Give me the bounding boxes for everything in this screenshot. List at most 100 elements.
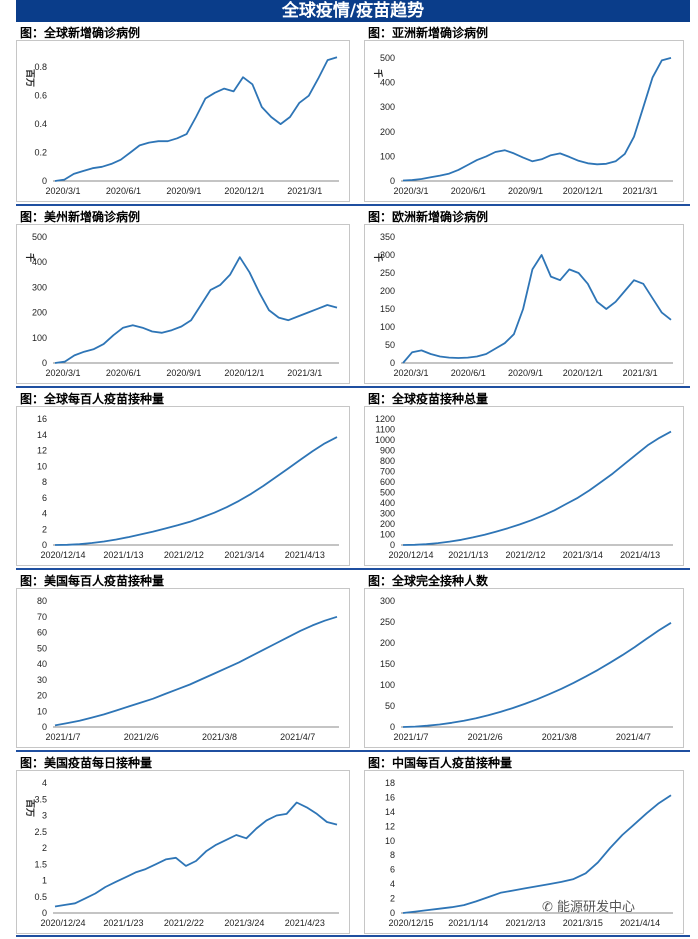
x-tick-label: 2020/12/14 <box>40 550 85 560</box>
y-tick-label: 70 <box>37 612 47 622</box>
y-tick-label: 18 <box>385 778 395 788</box>
x-tick-label: 2020/6/1 <box>106 368 141 378</box>
series-line <box>54 56 338 182</box>
line-chart-svg: 0 10 20 30 40 50 60 70 80 2021/1/7 2021/2/6 2021/3/… <box>37 596 339 742</box>
y-tick-label: 300 <box>32 282 47 292</box>
line-chart-svg: 千 0 100 200 300 400 500 2020/3/1 2020/6/1 2020/9/… <box>372 53 673 196</box>
y-axis-unit-label: 千 <box>24 253 36 262</box>
x-tick-label: 2021/3/1 <box>623 368 658 378</box>
x-tick-label: 2021/1/14 <box>448 918 488 928</box>
chart-panel-c2: 图：亚洲新增确诊病例千 0 100 200 300 400 500 2020/3/1 2020/… <box>364 24 690 202</box>
x-tick-label: 2020/12/14 <box>388 550 433 560</box>
y-tick-label: 14 <box>37 430 47 440</box>
y-tick-label: 20 <box>37 691 47 701</box>
y-tick-label: 0.2 <box>34 148 47 158</box>
line-chart-svg: 百万 0 0.2 0.4 0.6 0.8 2020/3/1 2020/6/1 2020/9/1 2… <box>24 56 339 196</box>
y-tick-label: 0 <box>390 908 395 918</box>
x-tick-label: 2021/1/7 <box>45 732 80 742</box>
y-tick-label: 1100 <box>376 425 395 435</box>
chart-panel-c5: 图：全球每百人疫苗接种量 0 2 4 6 8 10 12 14 16 2020/12/14 2021/… <box>16 390 356 566</box>
x-tick-label: 2020/9/1 <box>508 368 543 378</box>
y-tick-label: 500 <box>32 232 47 242</box>
y-tick-label: 1 <box>42 876 47 886</box>
series-line <box>54 801 338 908</box>
y-tick-label: 0 <box>390 540 395 550</box>
y-tick-label: 250 <box>380 268 395 278</box>
line-chart-svg: 0100200300400500600700800900100011001200… <box>375 414 673 560</box>
y-tick-label: 60 <box>37 628 47 638</box>
x-tick-label: 2020/3/1 <box>45 368 80 378</box>
x-tick-label: 2021/4/13 <box>285 550 325 560</box>
series-line <box>54 256 338 364</box>
y-tick-label: 200 <box>380 286 395 296</box>
chart-title: 图：亚洲新增确诊病例 <box>368 26 489 40</box>
y-tick-label: 700 <box>380 467 395 477</box>
y-tick-label: 1200 <box>375 414 395 424</box>
y-tick-label: 200 <box>380 519 395 529</box>
x-tick-label: 2021/3/14 <box>563 550 603 560</box>
wechat-icon: ✆ <box>542 900 553 915</box>
y-tick-label: 14 <box>385 807 395 817</box>
x-tick-label: 2020/9/1 <box>166 186 201 196</box>
y-tick-label: 400 <box>32 257 47 267</box>
x-tick-label: 2021/3/8 <box>542 732 577 742</box>
chart-area: 千 0 50 100 150 200 250 300 350 2020/3/1 2020/6/1 20… <box>364 224 684 384</box>
y-tick-label: 30 <box>37 675 47 685</box>
y-tick-label: 200 <box>380 638 395 648</box>
y-tick-label: 200 <box>32 308 47 318</box>
x-tick-label: 2020/12/1 <box>224 368 264 378</box>
row-divider <box>16 935 690 937</box>
chart-title: 图：全球新增确诊病例 <box>20 26 141 40</box>
chart-panel-c6: 图：全球疫苗接种总量 0 100 200 300 400 500 600 700 800 900 10… <box>364 390 690 566</box>
y-tick-label: 50 <box>37 643 47 653</box>
x-tick-label: 2021/4/23 <box>285 918 325 928</box>
chart-panel-c1: 图：全球新增确诊病例 百万 0 0.2 0.4 0.6 0.8 2020/3/1 2020/6/… <box>16 24 356 202</box>
y-axis-unit-label: 千 <box>372 69 384 78</box>
x-tick-label: 2021/1/23 <box>103 918 143 928</box>
y-tick-label: 200 <box>380 127 395 137</box>
y-tick-label: 300 <box>380 596 395 606</box>
x-tick-label: 2020/12/15 <box>388 918 433 928</box>
x-tick-label: 2021/3/8 <box>202 732 237 742</box>
chart-title: 图：全球每百人疫苗接种量 <box>20 392 165 406</box>
line-chart-svg: 千 0 50 100 150 200 250 300 350 2020/3/1 2020/6/1 20… <box>372 232 673 378</box>
row-divider <box>16 568 690 570</box>
x-tick-label: 2021/3/14 <box>224 550 264 560</box>
y-tick-label: 4 <box>42 509 47 519</box>
y-tick-label: 4 <box>390 879 395 889</box>
x-tick-label: 2020/6/1 <box>451 186 486 196</box>
y-tick-label: 10 <box>385 836 395 846</box>
y-tick-label: 100 <box>380 151 395 161</box>
chart-area: 千 0 100 200 300 400 500 2020/3/1 2020/6/1 2020/9/… <box>364 40 684 202</box>
page-title: 全球疫情/疫苗趋势 <box>281 1 425 21</box>
row-divider <box>16 386 690 388</box>
chart-area: 0 50 100 150 200 250 300 2021/1/7 2021/2/6 2021/3… <box>364 588 684 748</box>
x-tick-label: 2021/4/13 <box>620 550 660 560</box>
y-tick-label: 100 <box>380 322 395 332</box>
y-tick-label: 40 <box>37 659 47 669</box>
line-chart-svg: 千 0 100 200 300 400 500 2020/3/1 2020/6/1 2020/9/… <box>24 232 339 378</box>
y-tick-label: 3 <box>42 811 47 821</box>
chart-title: 图：全球疫苗接种总量 <box>368 392 489 406</box>
y-tick-label: 0 <box>42 540 47 550</box>
y-tick-label: 500 <box>380 488 395 498</box>
series-line <box>402 254 672 364</box>
line-chart-svg: 百万 0 0.5 1 1.5 2 2.5 3 3.5 4 2020/12/24 2021/1/23 20… <box>24 778 339 928</box>
y-tick-label: 0.4 <box>34 119 47 129</box>
x-tick-label: 2021/3/1 <box>623 186 658 196</box>
x-tick-label: 2020/12/1 <box>224 186 264 196</box>
y-axis-unit-label: 百万 <box>24 799 35 817</box>
line-chart-svg: 0 2 4 6 8 10 12 14 16 2020/12/14 2021/1/13 2021/2/1… <box>37 414 339 560</box>
chart-title: 图：全球完全接种人数 <box>368 574 489 588</box>
y-tick-label: 900 <box>380 446 395 456</box>
y-tick-label: 0 <box>390 176 395 186</box>
chart-title: 图：美国每百人疫苗接种量 <box>20 574 165 588</box>
x-tick-label: 2021/3/1 <box>287 368 322 378</box>
x-tick-label: 2020/3/1 <box>393 186 428 196</box>
chart-title: 图：欧洲新增确诊病例 <box>368 210 489 224</box>
x-tick-label: 2021/2/12 <box>506 550 546 560</box>
y-tick-label: 400 <box>380 498 395 508</box>
chart-area: 百万 0 0.2 0.4 0.6 0.8 2020/3/1 2020/6/1 2020/9/1 2… <box>16 40 350 202</box>
y-tick-label: 350 <box>380 232 395 242</box>
y-tick-label: 100 <box>32 333 47 343</box>
